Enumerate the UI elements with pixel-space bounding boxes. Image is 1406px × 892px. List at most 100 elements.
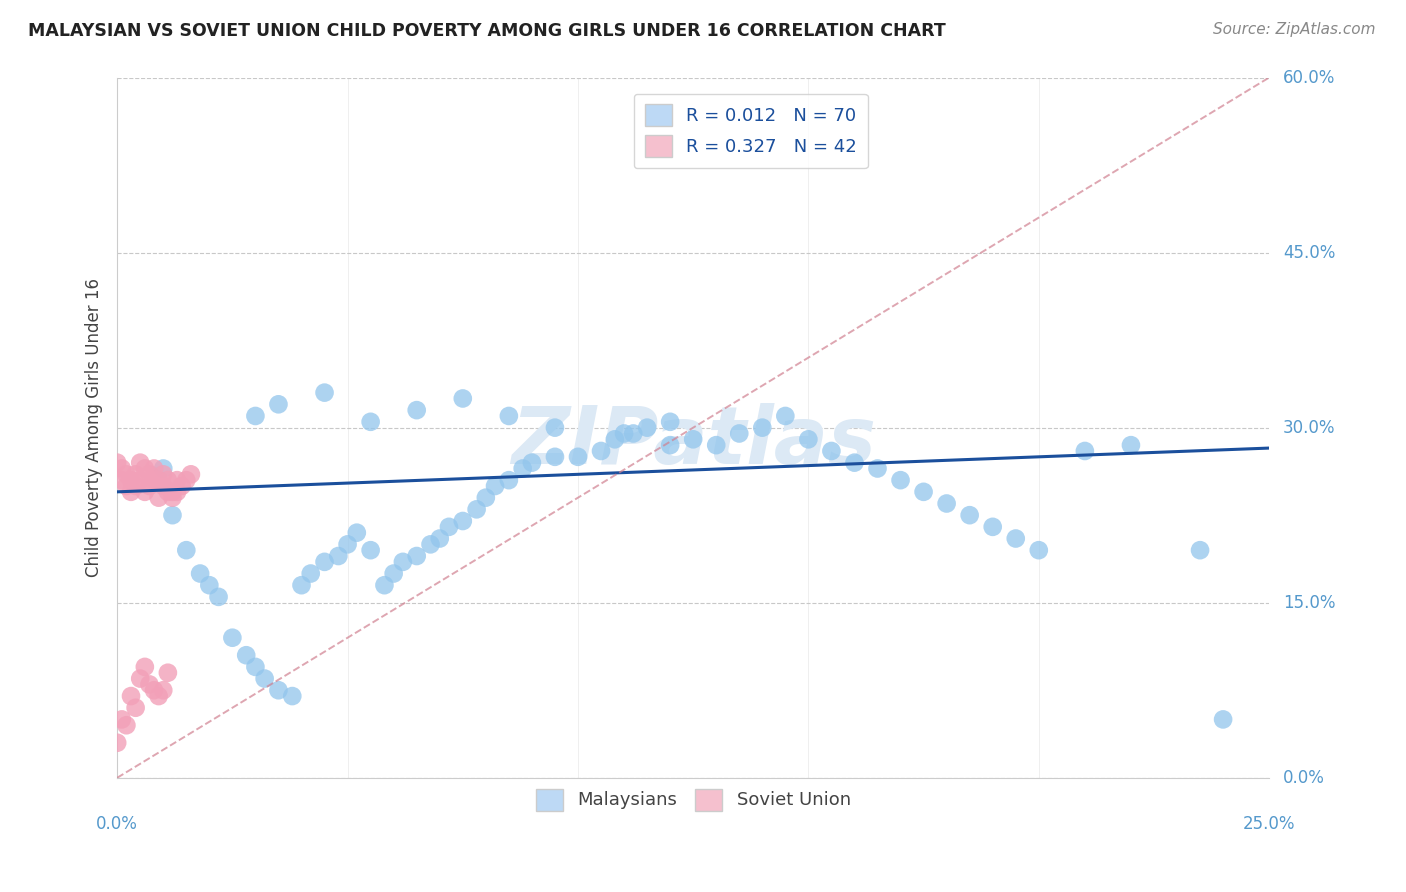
Point <box>775 409 797 423</box>
Point <box>1004 532 1026 546</box>
Point <box>166 473 188 487</box>
Text: 30.0%: 30.0% <box>1284 418 1336 437</box>
Point <box>253 672 276 686</box>
Point <box>235 648 257 663</box>
Point <box>512 461 534 475</box>
Point <box>405 403 427 417</box>
Point <box>148 473 170 487</box>
Point <box>314 385 336 400</box>
Point <box>659 438 682 452</box>
Point <box>981 520 1004 534</box>
Point <box>156 484 179 499</box>
Point <box>451 392 474 406</box>
Point <box>143 473 166 487</box>
Text: ZIPatlas: ZIPatlas <box>510 402 876 481</box>
Point <box>111 713 134 727</box>
Point <box>124 467 146 482</box>
Point <box>180 467 202 482</box>
Point <box>120 484 142 499</box>
Point <box>419 537 441 551</box>
Text: 60.0%: 60.0% <box>1284 69 1336 87</box>
Point <box>392 555 415 569</box>
Point <box>935 496 957 510</box>
Text: Source: ZipAtlas.com: Source: ZipAtlas.com <box>1212 22 1375 37</box>
Point <box>1119 438 1142 452</box>
Point <box>314 555 336 569</box>
Point <box>152 461 174 475</box>
Point <box>245 660 267 674</box>
Point <box>621 426 644 441</box>
Point <box>156 665 179 680</box>
Point <box>373 578 395 592</box>
Point <box>138 467 160 482</box>
Point <box>143 461 166 475</box>
Y-axis label: Child Poverty Among Girls Under 16: Child Poverty Among Girls Under 16 <box>86 278 103 577</box>
Point <box>105 456 128 470</box>
Point <box>129 456 152 470</box>
Point <box>129 672 152 686</box>
Point <box>176 473 198 487</box>
Point <box>148 689 170 703</box>
Point <box>1189 543 1212 558</box>
Point <box>105 736 128 750</box>
Point <box>156 473 179 487</box>
Point <box>544 450 567 464</box>
Point <box>437 520 460 534</box>
Point <box>820 444 842 458</box>
Point <box>162 491 184 505</box>
Point <box>751 420 773 434</box>
Point <box>405 549 427 563</box>
Point <box>589 444 612 458</box>
Text: 25.0%: 25.0% <box>1243 815 1295 833</box>
Point <box>498 473 520 487</box>
Point <box>890 473 912 487</box>
Point <box>129 473 152 487</box>
Point <box>1074 444 1097 458</box>
Point <box>138 479 160 493</box>
Point <box>544 420 567 434</box>
Point <box>844 456 866 470</box>
Point <box>124 479 146 493</box>
Point <box>1212 713 1234 727</box>
Point <box>152 683 174 698</box>
Point <box>134 461 156 475</box>
Point <box>152 479 174 493</box>
Point <box>162 508 184 523</box>
Text: 0.0%: 0.0% <box>96 815 138 833</box>
Point <box>111 461 134 475</box>
Point <box>124 700 146 714</box>
Point <box>267 683 290 698</box>
Point <box>1028 543 1050 558</box>
Point <box>636 420 658 434</box>
Point <box>704 438 727 452</box>
Point <box>120 473 142 487</box>
Point <box>148 491 170 505</box>
Point <box>912 484 935 499</box>
Point <box>111 473 134 487</box>
Point <box>221 631 243 645</box>
Point <box>866 461 889 475</box>
Point <box>162 484 184 499</box>
Point <box>336 537 359 551</box>
Point <box>120 689 142 703</box>
Point <box>134 660 156 674</box>
Point <box>176 543 198 558</box>
Text: 45.0%: 45.0% <box>1284 244 1336 261</box>
Point <box>603 433 626 447</box>
Point <box>143 683 166 698</box>
Point <box>382 566 405 581</box>
Text: 15.0%: 15.0% <box>1284 594 1336 612</box>
Point <box>346 525 368 540</box>
Point <box>188 566 211 581</box>
Point <box>959 508 981 523</box>
Point <box>360 543 382 558</box>
Point <box>520 456 543 470</box>
Point <box>728 426 751 441</box>
Point <box>267 397 290 411</box>
Text: MALAYSIAN VS SOVIET UNION CHILD POVERTY AMONG GIRLS UNDER 16 CORRELATION CHART: MALAYSIAN VS SOVIET UNION CHILD POVERTY … <box>28 22 946 40</box>
Point <box>115 467 138 482</box>
Point <box>245 409 267 423</box>
Point <box>682 433 704 447</box>
Point <box>484 479 506 493</box>
Point <box>152 467 174 482</box>
